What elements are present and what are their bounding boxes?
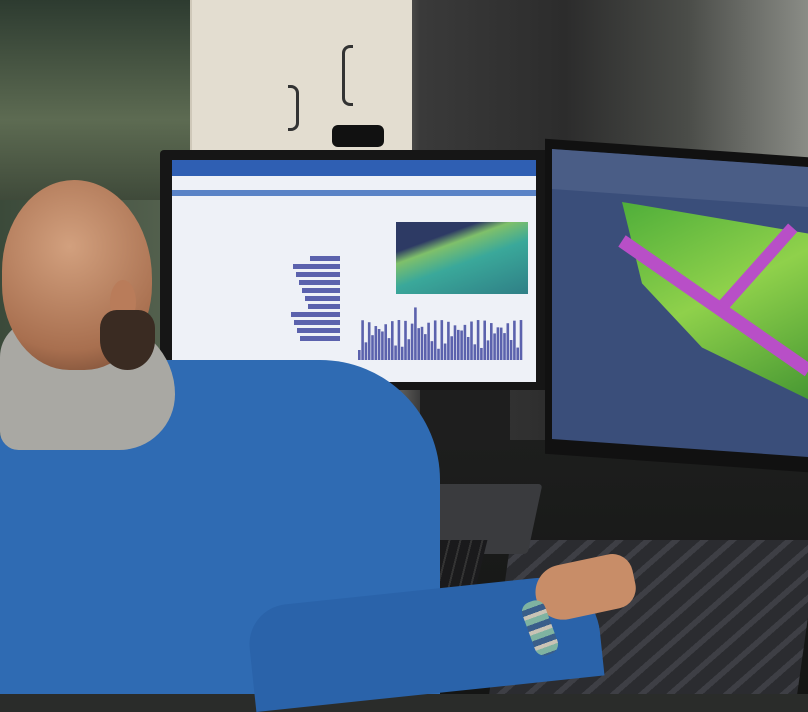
histogram-bar — [443, 343, 447, 360]
histogram-bar — [364, 342, 368, 360]
histogram-bar — [433, 320, 437, 360]
histogram-bar — [493, 333, 496, 360]
histogram-bar — [513, 320, 516, 360]
histogram-bar — [450, 336, 453, 360]
histogram-bar — [483, 320, 486, 360]
list-bar — [296, 272, 340, 277]
window — [0, 0, 190, 200]
webcam — [332, 125, 384, 147]
cabinet-handle — [342, 45, 353, 106]
histogram-bar — [519, 320, 523, 360]
histogram-bar — [490, 323, 493, 360]
histogram-bar — [367, 322, 371, 360]
histogram-bar — [463, 324, 467, 360]
histogram-bar — [453, 325, 457, 360]
histogram-bar — [457, 329, 460, 360]
histogram-bar — [417, 328, 420, 360]
histogram-bar — [509, 340, 513, 360]
list-bar — [305, 296, 340, 301]
histogram-bar — [473, 344, 477, 360]
histogram-bar — [427, 322, 430, 360]
histogram-bar — [410, 323, 414, 360]
list-bar — [291, 312, 340, 317]
histogram-bar — [361, 320, 364, 360]
histogram-bar — [460, 330, 463, 360]
histogram-bar — [377, 329, 381, 360]
histogram-bar — [407, 339, 411, 360]
histogram-bar — [384, 324, 387, 360]
list-bar — [302, 288, 340, 293]
histogram-bar — [397, 320, 401, 360]
histogram-bar — [424, 334, 427, 360]
histogram-bar — [480, 347, 483, 360]
histogram-bar — [404, 320, 407, 360]
histogram-bar — [506, 323, 510, 360]
histogram-bar — [516, 347, 519, 360]
list-bar — [308, 304, 340, 309]
histogram-bar — [440, 320, 444, 360]
person-beard — [100, 310, 155, 370]
list-bar — [299, 280, 340, 285]
histogram-bar — [374, 326, 378, 360]
cabinet-handle — [288, 85, 299, 131]
cad-screen — [552, 149, 808, 457]
histogram-bar — [371, 335, 374, 360]
histogram-bar — [430, 341, 434, 360]
histogram-bar — [496, 327, 500, 360]
list-bar — [293, 264, 340, 269]
monitor-stand — [420, 390, 510, 450]
histogram-bar — [387, 338, 391, 360]
histogram-bar — [358, 350, 361, 360]
histogram-bar — [400, 346, 404, 360]
list-bar — [297, 328, 340, 333]
histogram-bar — [381, 331, 384, 360]
histogram-bar — [499, 327, 503, 360]
app-header — [172, 160, 536, 176]
list-bar — [294, 320, 340, 325]
histogram-bar — [414, 307, 417, 360]
histogram-bar — [476, 320, 480, 360]
histogram-chart — [358, 307, 523, 360]
histogram-bar — [466, 336, 470, 360]
histogram-bar — [503, 333, 506, 360]
list-bar — [300, 336, 340, 341]
toolbar — [172, 190, 536, 196]
main-monitor-screen — [172, 160, 536, 382]
histogram-bar — [394, 345, 397, 360]
list-bar — [310, 256, 340, 261]
histogram-bar — [391, 321, 394, 360]
histogram-bar — [447, 321, 450, 360]
terrain-map — [396, 222, 528, 294]
histogram-bar — [486, 340, 490, 360]
histogram-bar — [470, 321, 473, 360]
histogram-bar — [420, 326, 424, 360]
histogram-bar — [437, 348, 440, 360]
